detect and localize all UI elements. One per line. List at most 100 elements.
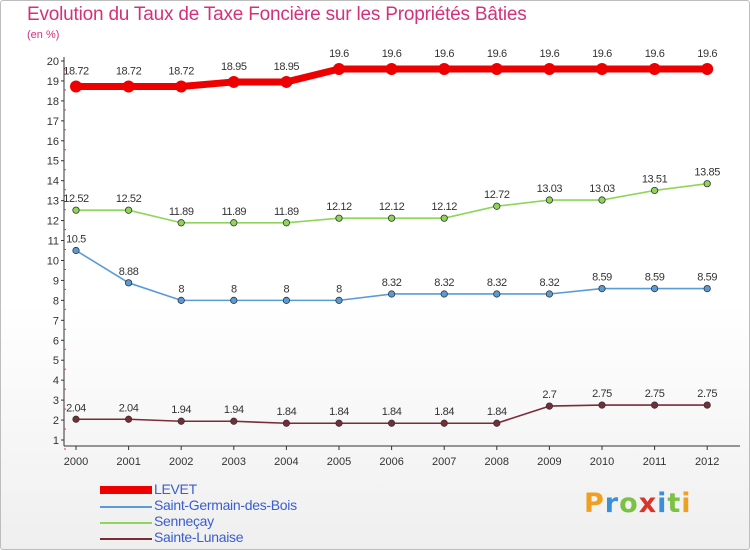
data-label-saint-germain-des-bois: 8 xyxy=(178,283,184,295)
data-label-sainte-lunaise: 2.04 xyxy=(119,402,139,414)
data-point-sainte-lunaise xyxy=(703,401,711,409)
data-point-sainte-lunaise xyxy=(230,417,238,425)
data-point-saint-germain-des-bois xyxy=(335,296,343,304)
data-label-saint-germain-des-bois: 8.59 xyxy=(645,272,665,284)
data-label-levet: 19.6 xyxy=(645,48,665,60)
data-point-saint-germain-des-bois xyxy=(282,296,290,304)
data-label-saint-germain-des-bois: 8 xyxy=(231,283,237,295)
legend-label: Saint-Germain-des-Bois xyxy=(154,497,297,513)
data-point-saint-germain-des-bois xyxy=(72,246,80,255)
logo-letter: x xyxy=(638,488,658,519)
data-label-sainte-lunaise: 1.84 xyxy=(382,406,402,418)
data-point-senne-ay xyxy=(230,219,238,227)
data-label-senne-ay: 12.72 xyxy=(484,189,510,201)
legend-swatch xyxy=(100,522,152,524)
data-label-senne-ay: 13.03 xyxy=(537,183,563,195)
data-point-sainte-lunaise xyxy=(387,419,396,427)
y-tick-label: 8 xyxy=(53,295,59,307)
data-point-senne-ay xyxy=(440,214,448,222)
data-label-sainte-lunaise: 2.75 xyxy=(645,388,665,400)
y-tick-label: 9 xyxy=(53,275,59,287)
data-point-levet xyxy=(227,75,240,88)
x-tick-label: 2002 xyxy=(169,456,193,468)
data-label-sainte-lunaise: 1.94 xyxy=(171,404,191,416)
y-tick-label: 3 xyxy=(53,395,59,407)
data-point-sainte-lunaise xyxy=(72,415,80,423)
data-point-levet xyxy=(70,80,82,93)
data-point-saint-germain-des-bois xyxy=(545,290,554,298)
data-label-senne-ay: 11.89 xyxy=(274,206,299,218)
logo-letter: P xyxy=(584,488,605,519)
data-label-saint-germain-des-bois: 8 xyxy=(336,283,342,295)
data-point-saint-germain-des-bois xyxy=(493,290,501,298)
data-point-senne-ay xyxy=(125,206,133,214)
y-tick-label: 10 xyxy=(47,255,59,267)
data-point-senne-ay xyxy=(650,186,659,195)
data-point-levet xyxy=(175,80,188,93)
data-point-sainte-lunaise xyxy=(440,419,448,427)
data-label-senne-ay: 13.03 xyxy=(589,183,615,195)
data-point-levet xyxy=(122,80,135,93)
y-tick-label: 11 xyxy=(48,236,59,248)
data-point-sainte-lunaise xyxy=(545,402,554,410)
data-label-senne-ay: 13.85 xyxy=(694,167,720,179)
data-label-sainte-lunaise: 1.84 xyxy=(434,406,454,418)
data-point-saint-germain-des-bois xyxy=(125,279,133,287)
data-label-saint-germain-des-bois: 8.59 xyxy=(697,272,717,284)
data-point-saint-germain-des-bois xyxy=(387,290,396,298)
data-label-levet: 19.6 xyxy=(329,48,349,60)
data-label-saint-germain-des-bois: 10.5 xyxy=(66,234,86,246)
data-label-sainte-lunaise: 1.84 xyxy=(487,406,507,418)
x-tick-label: 2011 xyxy=(643,456,667,468)
y-tick-label: 1 xyxy=(53,435,59,447)
data-label-saint-germain-des-bois: 8.59 xyxy=(592,272,612,284)
data-label-levet: 18.72 xyxy=(63,66,89,78)
x-tick-label: 2007 xyxy=(432,456,456,468)
data-point-senne-ay xyxy=(387,214,396,222)
data-label-sainte-lunaise: 2.75 xyxy=(592,388,612,400)
data-point-levet xyxy=(385,62,398,75)
data-label-sainte-lunaise: 1.94 xyxy=(224,404,244,416)
series-lines xyxy=(72,65,711,425)
data-label-saint-germain-des-bois: 8.32 xyxy=(487,277,507,289)
x-tick-label: 2004 xyxy=(274,456,298,468)
data-point-sainte-lunaise xyxy=(493,419,501,427)
data-point-saint-germain-des-bois xyxy=(440,290,448,298)
data-label-saint-germain-des-bois: 8.32 xyxy=(382,277,402,289)
y-tick-label: 19 xyxy=(47,76,59,88)
x-tick-label: 2005 xyxy=(327,456,351,468)
data-point-senne-ay xyxy=(282,219,290,227)
data-label-saint-germain-des-bois: 8 xyxy=(284,283,290,295)
data-point-saint-germain-des-bois xyxy=(703,284,711,293)
y-tick-label: 4 xyxy=(53,375,59,387)
data-point-senne-ay xyxy=(703,180,711,188)
data-label-levet: 19.6 xyxy=(697,48,717,60)
data-label-saint-germain-des-bois: 8.32 xyxy=(434,277,454,289)
data-point-senne-ay xyxy=(545,196,554,204)
data-label-senne-ay: 12.12 xyxy=(326,201,352,213)
data-point-sainte-lunaise xyxy=(598,401,606,409)
y-tick-label: 2 xyxy=(53,415,59,427)
data-point-saint-germain-des-bois xyxy=(650,284,659,293)
y-tick-label: 18 xyxy=(47,96,59,108)
data-label-levet: 18.72 xyxy=(116,66,142,78)
data-label-senne-ay: 13.51 xyxy=(642,173,668,185)
data-label-saint-germain-des-bois: 8.88 xyxy=(119,266,139,278)
data-label-levet: 19.6 xyxy=(539,48,559,60)
data-point-levet xyxy=(596,62,608,75)
data-point-sainte-lunaise xyxy=(650,401,659,409)
x-tick-label: 2009 xyxy=(537,456,561,468)
data-point-senne-ay xyxy=(493,202,501,210)
data-label-senne-ay: 12.52 xyxy=(116,193,142,205)
x-tick-label: 2001 xyxy=(116,456,140,468)
data-label-levet: 18.95 xyxy=(274,61,300,73)
logo-letter: i xyxy=(681,488,692,519)
legend-swatch xyxy=(100,538,152,540)
logo-letter: r xyxy=(604,488,620,519)
data-point-senne-ay xyxy=(72,206,80,214)
x-tick-label: 2003 xyxy=(222,456,246,468)
legend-label: Sainte-Lunaise xyxy=(154,529,244,545)
data-label-sainte-lunaise: 1.84 xyxy=(329,406,349,418)
